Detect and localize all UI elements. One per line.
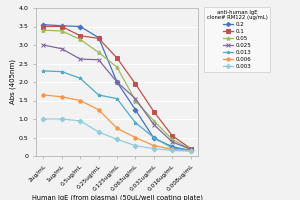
0.013 xyxy=(189,149,192,152)
0.1 xyxy=(134,83,137,85)
Legend: 0.2, 0.1, 0.05, 0.025, 0.013, 0.006, 0.003: 0.2, 0.1, 0.05, 0.025, 0.013, 0.006, 0.0… xyxy=(204,7,270,72)
0.013 xyxy=(97,94,101,96)
0.05 xyxy=(134,99,137,102)
0.003 xyxy=(152,147,156,150)
0.025 xyxy=(60,47,64,50)
0.1 xyxy=(170,134,174,137)
0.1 xyxy=(152,110,156,113)
0.013 xyxy=(42,70,45,72)
Line: 0.003: 0.003 xyxy=(42,117,192,153)
0.006 xyxy=(97,109,101,111)
0.025 xyxy=(134,97,137,100)
0.05 xyxy=(115,66,119,68)
X-axis label: Human IgE (from plasma) (50uL/well coating plate): Human IgE (from plasma) (50uL/well coati… xyxy=(32,195,203,200)
Line: 0.006: 0.006 xyxy=(42,93,192,153)
0.006 xyxy=(170,148,174,151)
0.05 xyxy=(170,138,174,141)
0.1 xyxy=(78,35,82,37)
Y-axis label: Abs (405nm): Abs (405nm) xyxy=(9,60,16,104)
0.2 xyxy=(189,149,192,152)
0.025 xyxy=(189,148,192,151)
0.05 xyxy=(189,148,192,151)
0.006 xyxy=(78,99,82,102)
0.006 xyxy=(60,96,64,98)
0.1 xyxy=(115,57,119,59)
0.1 xyxy=(60,25,64,28)
0.025 xyxy=(42,44,45,46)
0.2 xyxy=(115,81,119,83)
0.003 xyxy=(78,120,82,122)
0.2 xyxy=(42,23,45,26)
0.003 xyxy=(60,118,64,120)
0.05 xyxy=(152,120,156,122)
Line: 0.05: 0.05 xyxy=(42,28,192,151)
Line: 0.025: 0.025 xyxy=(42,43,192,151)
0.006 xyxy=(152,144,156,147)
0.003 xyxy=(115,138,119,141)
0.025 xyxy=(170,141,174,143)
0.05 xyxy=(97,51,101,54)
0.013 xyxy=(115,97,119,100)
0.013 xyxy=(60,70,64,73)
0.2 xyxy=(60,25,64,27)
0.003 xyxy=(42,118,45,120)
0.025 xyxy=(97,59,101,61)
0.2 xyxy=(78,25,82,28)
0.006 xyxy=(134,136,137,139)
0.006 xyxy=(115,127,119,129)
0.05 xyxy=(42,29,45,31)
Line: 0.1: 0.1 xyxy=(42,25,192,150)
0.013 xyxy=(152,136,156,139)
0.003 xyxy=(170,149,174,152)
0.003 xyxy=(97,131,101,133)
0.003 xyxy=(189,150,192,152)
0.006 xyxy=(189,150,192,152)
0.003 xyxy=(134,144,137,147)
0.1 xyxy=(189,147,192,150)
Line: 0.013: 0.013 xyxy=(42,69,192,152)
0.2 xyxy=(152,137,156,139)
0.2 xyxy=(134,109,137,111)
0.2 xyxy=(97,36,101,39)
0.013 xyxy=(134,121,137,124)
0.025 xyxy=(78,58,82,60)
0.1 xyxy=(97,37,101,40)
Line: 0.2: 0.2 xyxy=(42,23,192,152)
0.1 xyxy=(42,25,45,28)
0.05 xyxy=(78,38,82,41)
0.013 xyxy=(170,147,174,149)
0.2 xyxy=(170,146,174,148)
0.025 xyxy=(115,81,119,83)
0.006 xyxy=(42,94,45,96)
0.025 xyxy=(152,123,156,126)
0.013 xyxy=(78,77,82,79)
0.05 xyxy=(60,30,64,32)
